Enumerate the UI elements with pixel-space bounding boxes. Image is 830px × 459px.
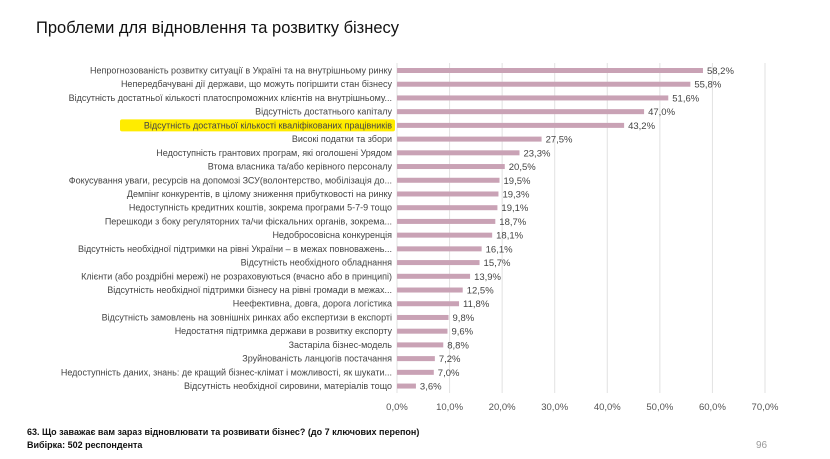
question-text: 63. Що заважає вам зараз відновлювати та… — [27, 427, 420, 437]
category-label: Відсутність необхідного обладнання — [241, 258, 392, 268]
bar — [397, 314, 449, 320]
bar-chart: 0,0% 10,0% 20,0% 30,0% 40,0% 50,0% 60,0% 70,0% Н… — [61, 63, 779, 413]
bar — [397, 356, 435, 362]
data-label: 9,8% — [453, 313, 475, 324]
category-label: Непередбачувані дії держави, що можуть п… — [121, 79, 393, 89]
footnote: 63. Що заважає вам зараз відновлювати та… — [27, 426, 419, 452]
data-label: 18,1% — [496, 231, 523, 242]
data-label: 7,2% — [439, 354, 461, 365]
data-label: 19,5% — [504, 176, 531, 187]
bar — [397, 218, 496, 224]
data-label: 19,1% — [501, 203, 528, 214]
bar — [397, 95, 669, 101]
bar — [397, 287, 463, 293]
x-tick-label: 10,0% — [436, 402, 463, 413]
bar — [397, 273, 471, 279]
category-label: Втома власника та/або керівного персонал… — [208, 162, 393, 172]
category-label: Фокусування уваги, ресурсів на допомозі … — [69, 175, 392, 185]
category-label: Недоступність грантових програм, які ого… — [156, 148, 392, 158]
category-label: Перешкоди з боку регуляторних та/чи фіск… — [105, 216, 392, 226]
x-tick-label: 40,0% — [594, 402, 621, 413]
bar — [397, 191, 499, 197]
x-tick-label: 60,0% — [699, 402, 726, 413]
sample-text: Вибірка: 502 респондента — [27, 440, 143, 450]
x-tick-label: 30,0% — [541, 402, 568, 413]
category-label: Відсутність достатнього капіталу — [255, 107, 392, 117]
data-label: 43,2% — [628, 121, 655, 132]
category-label: Відсутність замовлень на зовнішніх ринка… — [102, 312, 392, 322]
bar — [397, 301, 460, 307]
data-label: 11,8% — [463, 299, 490, 310]
data-label: 9,6% — [451, 327, 473, 338]
bar — [397, 369, 434, 375]
bar — [397, 205, 498, 211]
bar — [397, 164, 505, 170]
x-tick-label: 20,0% — [489, 402, 516, 413]
bar — [397, 68, 703, 73]
category-label: Неефективна, довга, дорога логістика — [233, 299, 392, 309]
category-label: Відсутність необхідної сировини, матеріа… — [184, 381, 392, 391]
bar — [397, 122, 625, 128]
data-label: 16,1% — [486, 244, 513, 255]
bar — [397, 260, 480, 266]
data-label: 51,6% — [672, 93, 699, 104]
data-label: 27,5% — [546, 135, 573, 146]
bar — [397, 150, 520, 156]
bar — [397, 109, 645, 115]
bar — [397, 246, 482, 252]
data-label: 23,3% — [523, 148, 550, 159]
category-label: Недобросовісна конкуренція — [272, 230, 392, 240]
data-label: 8,8% — [447, 340, 469, 351]
category-label: Недоступність кредитних коштів, зокрема … — [129, 203, 392, 213]
data-label: 18,7% — [499, 217, 526, 228]
x-tick-label: 50,0% — [646, 402, 673, 413]
category-label: Відсутність необхідної підтримки бізнесу… — [107, 285, 392, 295]
data-label: 13,9% — [474, 272, 501, 283]
data-label: 47,0% — [648, 107, 675, 118]
page-number: 96 — [756, 440, 768, 451]
category-label: Відсутність необхідної підтримки на рівн… — [78, 244, 392, 254]
data-label: 7,0% — [438, 368, 460, 379]
data-label: 3,6% — [420, 382, 442, 393]
category-label: Зруйнованість ланцюгів постачання — [242, 354, 392, 364]
bar — [397, 328, 448, 334]
bar — [397, 177, 500, 183]
category-label: Відсутність достатньої кількості кваліфі… — [144, 120, 392, 130]
category-label: Демпінг конкурентів, в цілому зниження п… — [127, 189, 393, 199]
category-label: Непрогнозованість розвитку ситуації в Ук… — [90, 66, 392, 76]
bar — [397, 136, 542, 142]
x-tick-label: 70,0% — [752, 402, 779, 413]
data-label: 15,7% — [484, 258, 511, 269]
bar — [397, 342, 444, 348]
page-title: Проблеми для відновлення та розвитку біз… — [36, 19, 400, 37]
bar — [397, 81, 691, 87]
category-label: Відсутність достатньої кількості платосп… — [69, 93, 392, 103]
bar — [397, 232, 493, 238]
category-label: Недоступність даних, знань: де кращий бі… — [61, 367, 392, 377]
data-label: 58,2% — [707, 66, 734, 77]
category-label: Високі податки та збори — [292, 134, 392, 144]
data-label: 55,8% — [694, 80, 721, 91]
category-label: Клієнти (або роздрібні мережі) не розрах… — [81, 271, 392, 281]
data-label: 19,3% — [502, 189, 529, 200]
x-tick-label: 0,0% — [386, 402, 408, 413]
bar — [397, 383, 416, 389]
label-highlight — [120, 119, 395, 132]
category-label: Застаріла бізнес-модель — [289, 340, 393, 350]
category-label: Недостатня підтримка держави в розвитку … — [175, 326, 393, 336]
data-label: 20,5% — [509, 162, 536, 173]
data-label: 12,5% — [467, 286, 494, 297]
